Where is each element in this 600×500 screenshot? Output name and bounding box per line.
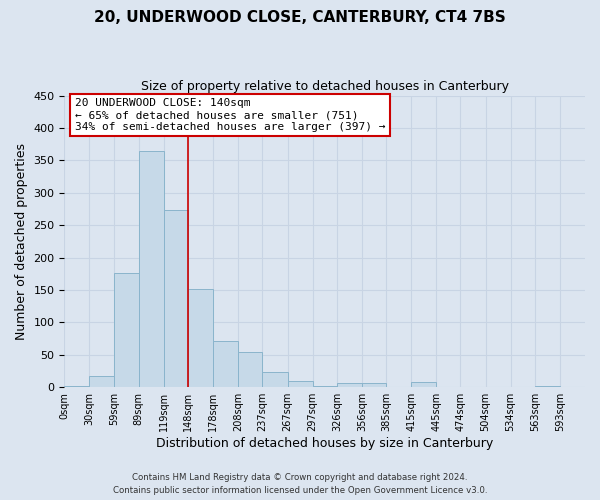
Bar <box>262 372 287 387</box>
Bar <box>238 352 262 387</box>
X-axis label: Distribution of detached houses by size in Canterbury: Distribution of detached houses by size … <box>156 437 493 450</box>
Bar <box>164 210 188 387</box>
Text: Contains HM Land Registry data © Crown copyright and database right 2024.
Contai: Contains HM Land Registry data © Crown c… <box>113 474 487 495</box>
Bar <box>213 340 238 387</box>
Bar <box>313 386 337 387</box>
Bar <box>436 386 460 387</box>
Text: 20, UNDERWOOD CLOSE, CANTERBURY, CT4 7BS: 20, UNDERWOOD CLOSE, CANTERBURY, CT4 7BS <box>94 10 506 25</box>
Bar <box>188 290 213 387</box>
Bar <box>386 386 411 387</box>
Bar <box>287 382 313 387</box>
Bar <box>411 382 436 387</box>
Bar <box>64 386 89 387</box>
Text: 20 UNDERWOOD CLOSE: 140sqm
← 65% of detached houses are smaller (751)
34% of sem: 20 UNDERWOOD CLOSE: 140sqm ← 65% of deta… <box>75 98 385 132</box>
Y-axis label: Number of detached properties: Number of detached properties <box>15 143 28 340</box>
Bar <box>337 384 362 387</box>
Bar <box>535 386 560 387</box>
Bar <box>485 386 511 387</box>
Bar <box>139 150 164 387</box>
Bar <box>89 376 114 387</box>
Bar <box>362 384 386 387</box>
Title: Size of property relative to detached houses in Canterbury: Size of property relative to detached ho… <box>141 80 509 93</box>
Bar <box>114 273 139 387</box>
